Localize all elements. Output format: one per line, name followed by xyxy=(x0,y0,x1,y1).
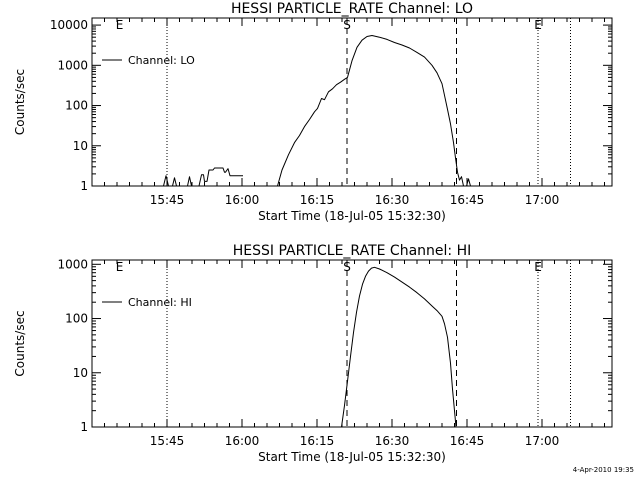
y-tick-label: 100 xyxy=(65,99,88,113)
x-axis-label: Start Time (18-Jul-05 15:32:30) xyxy=(258,209,446,223)
y-tick-label: 1000 xyxy=(57,58,88,72)
x-tick-label: 16:45 xyxy=(450,434,485,448)
y-tick-label: 10000 xyxy=(50,18,88,32)
y-axis-label: Counts/sec xyxy=(13,69,27,135)
x-tick-label: 17:00 xyxy=(525,193,560,207)
x-tick-label: 16:00 xyxy=(225,193,260,207)
x-tick-label: 16:15 xyxy=(300,434,335,448)
plot-frame xyxy=(91,259,613,428)
chart-panel-2: HESSI PARTICLE_RATE Channel: HI Start Tim… xyxy=(13,243,613,464)
chart-title: HESSI PARTICLE_RATE Channel: HI xyxy=(233,243,471,259)
legend-label: Channel: HI xyxy=(128,296,192,309)
x-tick-label: 15:45 xyxy=(150,193,185,207)
legend-label: Channel: LO xyxy=(128,54,195,67)
chart-title: HESSI PARTICLE_RATE Channel: LO xyxy=(231,1,473,17)
marker-label: E xyxy=(534,18,542,32)
x-axis-label: Start Time (18-Jul-05 15:32:30) xyxy=(258,450,446,464)
x-tick-label: 16:00 xyxy=(225,434,260,448)
y-axis-label: Counts/sec xyxy=(13,310,27,376)
plot-frame xyxy=(91,17,613,187)
y-tick-label: 10 xyxy=(73,366,88,380)
marker-label: S xyxy=(343,260,351,274)
y-tick-label: 100 xyxy=(65,312,88,326)
marker-label: E xyxy=(116,18,124,32)
x-tick-label: 16:45 xyxy=(450,193,485,207)
data-line-segment xyxy=(341,266,457,428)
y-tick-label: 1 xyxy=(80,420,88,434)
x-tick-label: 16:30 xyxy=(375,193,410,207)
marker-label: E xyxy=(534,260,542,274)
data-line-segment xyxy=(172,177,177,187)
x-tick-label: 17:00 xyxy=(525,434,560,448)
data-line-segment xyxy=(163,175,169,187)
y-tick-label: 1000 xyxy=(57,257,88,271)
y-tick-label: 10 xyxy=(73,139,88,153)
y-tick-label: 1 xyxy=(80,179,88,193)
marker-label: S xyxy=(343,18,351,32)
footer-timestamp: 4-Apr-2010 19:35 xyxy=(572,466,634,474)
x-tick-label: 16:30 xyxy=(375,434,410,448)
data-line-segment xyxy=(198,167,243,187)
chart-panel-1: HESSI PARTICLE_RATE Channel: LO Start Tim… xyxy=(13,1,613,223)
x-tick-label: 16:15 xyxy=(300,193,335,207)
data-line-segment xyxy=(187,176,192,187)
data-line-segment xyxy=(466,178,471,187)
marker-label: E xyxy=(116,260,124,274)
data-line-segment xyxy=(277,35,464,187)
x-tick-label: 15:45 xyxy=(150,434,185,448)
